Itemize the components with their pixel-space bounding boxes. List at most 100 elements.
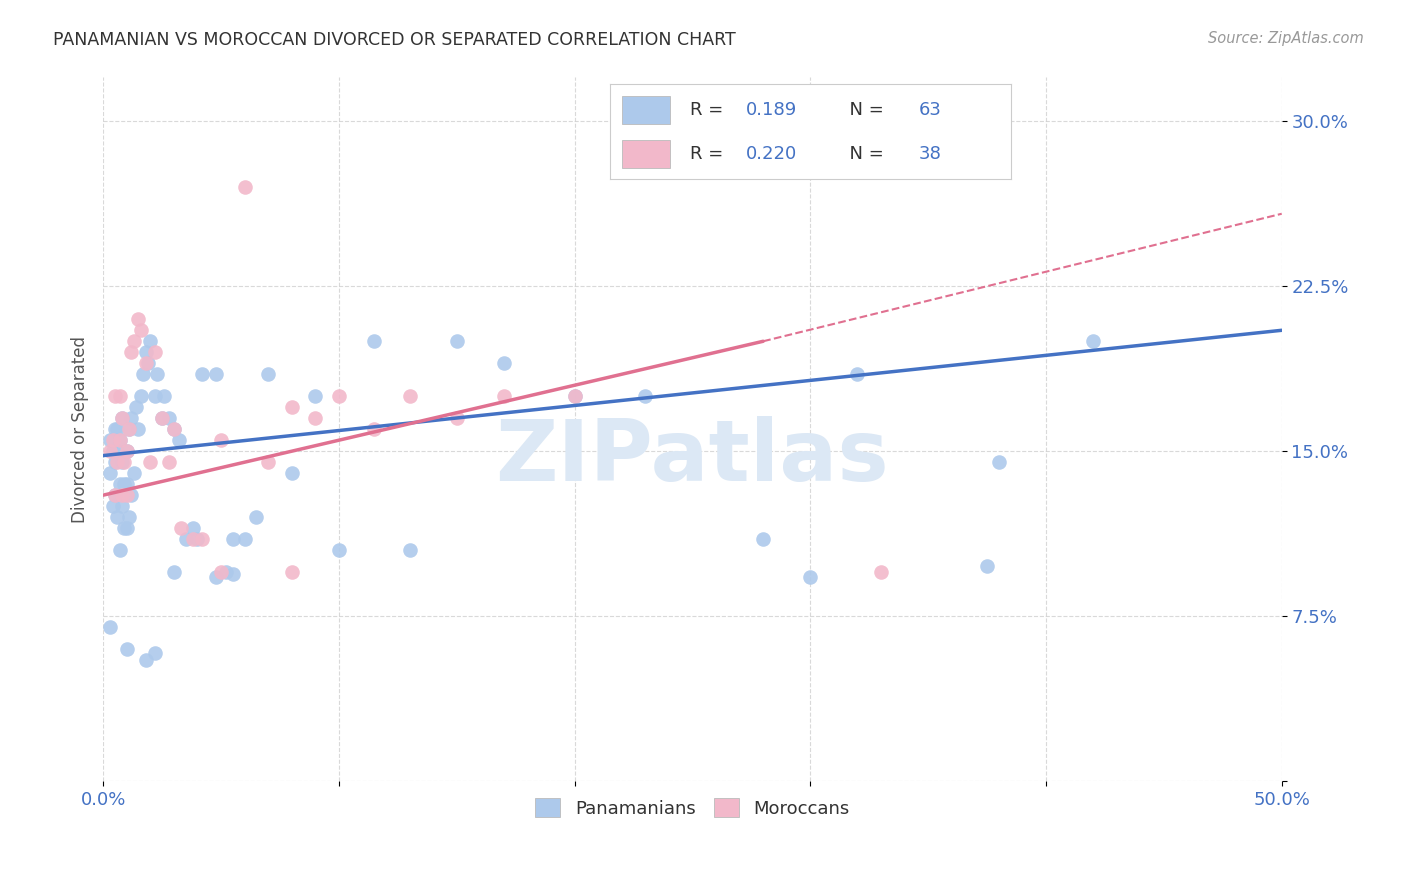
Point [1081, 334, 1104, 349]
Point [98, 620, 121, 634]
Point [111, 488, 134, 502]
Point [108, 543, 131, 558]
Point [118, 422, 141, 436]
Point [157, 455, 180, 469]
Point [105, 422, 128, 436]
Point [104, 488, 127, 502]
Point [115, 444, 138, 458]
Legend: Panamanians, Moroccans: Panamanians, Moroccans [529, 791, 856, 825]
Point [139, 334, 162, 349]
Point [634, 389, 657, 403]
Point [163, 565, 186, 579]
Point [304, 389, 326, 403]
Point [129, 389, 152, 403]
Point [98, 434, 121, 448]
Point [191, 532, 214, 546]
Point [846, 368, 869, 382]
Point [799, 569, 821, 583]
Point [112, 455, 135, 469]
Point [146, 368, 169, 382]
Point [105, 455, 128, 469]
Point [115, 488, 138, 502]
Point [120, 488, 142, 502]
Point [191, 368, 214, 382]
Point [163, 422, 186, 436]
Text: ZIPatlas: ZIPatlas [495, 416, 890, 499]
Point [104, 422, 127, 436]
Point [125, 401, 148, 415]
Point [127, 312, 149, 326]
Point [111, 411, 134, 425]
Point [233, 532, 256, 546]
Point [181, 532, 204, 546]
Point [245, 510, 267, 524]
Point [135, 345, 157, 359]
Point [115, 521, 138, 535]
Point [492, 356, 515, 370]
Point [143, 647, 166, 661]
Point [328, 543, 350, 558]
Point [108, 434, 131, 448]
Point [215, 565, 238, 579]
Point [257, 368, 280, 382]
Point [492, 389, 515, 403]
Point [104, 455, 127, 469]
Point [136, 356, 159, 370]
Point [257, 455, 280, 469]
Point [186, 532, 208, 546]
Point [112, 477, 135, 491]
Point [222, 567, 245, 582]
Point [181, 521, 204, 535]
Point [111, 411, 134, 425]
Point [101, 434, 124, 448]
Point [118, 510, 141, 524]
Point [143, 389, 166, 403]
Point [98, 444, 121, 458]
Point [143, 345, 166, 359]
Point [115, 477, 138, 491]
Point [446, 334, 468, 349]
Point [167, 434, 190, 448]
Point [398, 543, 420, 558]
Point [132, 368, 155, 382]
Point [112, 521, 135, 535]
Point [120, 411, 142, 425]
Point [752, 532, 775, 546]
Point [104, 389, 127, 403]
Point [101, 444, 124, 458]
Point [170, 521, 193, 535]
Point [111, 455, 134, 469]
Point [205, 569, 228, 583]
Point [104, 488, 127, 502]
Point [157, 411, 180, 425]
Point [163, 422, 186, 436]
Point [118, 422, 141, 436]
Point [101, 499, 124, 513]
Text: PANAMANIAN VS MOROCCAN DIVORCED OR SEPARATED CORRELATION CHART: PANAMANIAN VS MOROCCAN DIVORCED OR SEPAR… [53, 31, 737, 49]
Point [446, 411, 468, 425]
Point [280, 565, 302, 579]
Point [280, 401, 302, 415]
Point [363, 334, 385, 349]
Point [976, 558, 998, 573]
Point [153, 389, 176, 403]
Point [209, 565, 232, 579]
Point [122, 334, 145, 349]
Point [150, 411, 173, 425]
Point [108, 477, 131, 491]
Point [135, 653, 157, 667]
Point [280, 466, 302, 480]
Point [222, 532, 245, 546]
Point [120, 345, 142, 359]
Point [205, 368, 228, 382]
Point [150, 411, 173, 425]
Point [209, 434, 232, 448]
Point [304, 411, 326, 425]
Point [115, 642, 138, 657]
Text: Source: ZipAtlas.com: Source: ZipAtlas.com [1208, 31, 1364, 46]
Point [564, 389, 586, 403]
Point [135, 356, 157, 370]
Point [127, 422, 149, 436]
Point [328, 389, 350, 403]
Point [987, 455, 1010, 469]
